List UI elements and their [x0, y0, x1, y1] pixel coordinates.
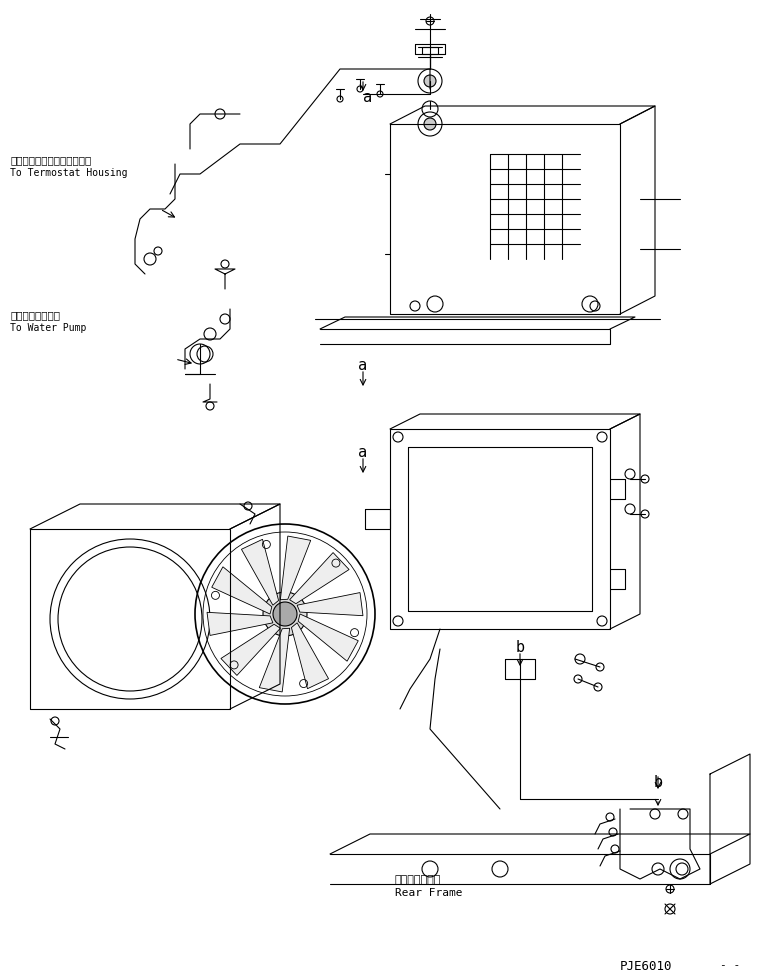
Text: ウォータポンプへ: ウォータポンプへ [10, 310, 60, 320]
Polygon shape [298, 614, 359, 661]
Circle shape [273, 602, 297, 626]
Polygon shape [221, 625, 280, 676]
Text: PJE6010: PJE6010 [620, 959, 672, 972]
Text: リヤーフレーム: リヤーフレーム [395, 874, 441, 884]
Text: a: a [359, 358, 368, 373]
Polygon shape [291, 623, 328, 689]
Text: To Water Pump: To Water Pump [10, 323, 86, 333]
Text: サーモスタットハウジングへ: サーモスタットハウジングへ [10, 155, 91, 165]
Text: - -: - - [720, 959, 741, 969]
Text: To Termostat Housing: To Termostat Housing [10, 168, 127, 178]
Polygon shape [280, 537, 311, 600]
Polygon shape [297, 593, 363, 616]
Polygon shape [211, 567, 272, 614]
Text: b: b [653, 775, 662, 789]
Text: a: a [363, 90, 372, 105]
Text: Rear Frame: Rear Frame [395, 887, 462, 897]
Circle shape [424, 119, 436, 131]
Polygon shape [207, 612, 273, 636]
Polygon shape [259, 629, 290, 692]
Circle shape [263, 593, 307, 637]
Polygon shape [242, 540, 279, 605]
Text: a: a [359, 445, 368, 460]
Text: b: b [515, 640, 525, 654]
Polygon shape [290, 553, 349, 604]
Circle shape [424, 76, 436, 88]
